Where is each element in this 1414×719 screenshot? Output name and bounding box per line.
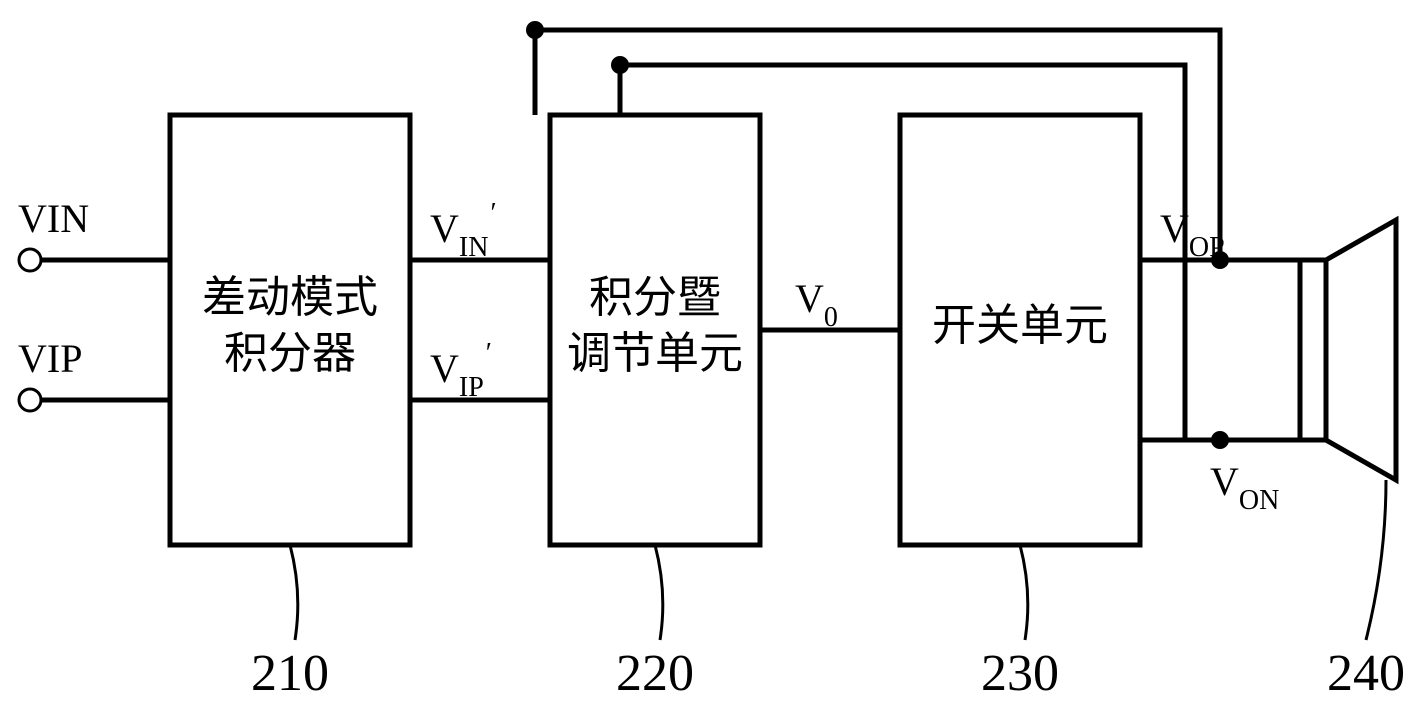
svg-text:210: 210 (251, 645, 329, 702)
svg-text:VON: VON (1210, 459, 1279, 516)
svg-text:220: 220 (616, 645, 694, 702)
svg-text:V0: V0 (795, 276, 838, 333)
svg-text:积分器: 积分器 (224, 329, 356, 378)
svg-text:差动模式: 差动模式 (202, 273, 378, 322)
svg-text:调节单元: 调节单元 (567, 329, 743, 378)
svg-text:VIP′: VIP′ (430, 338, 492, 403)
svg-text:开关单元: 开关单元 (932, 301, 1108, 350)
block-diagram: 差动模式积分器 积分暨调节单元 开关单元 VIN VIP VIN′ VIP′ V0 VOP VON… (0, 0, 1414, 719)
svg-text:积分暨: 积分暨 (589, 273, 721, 322)
svg-text:VIN′: VIN′ (430, 198, 497, 263)
svg-text:VIP: VIP (18, 336, 82, 381)
svg-text:240: 240 (1327, 645, 1405, 702)
svg-text:230: 230 (981, 645, 1059, 702)
svg-text:VOP: VOP (1160, 206, 1225, 263)
svg-text:VIN: VIN (18, 196, 89, 241)
